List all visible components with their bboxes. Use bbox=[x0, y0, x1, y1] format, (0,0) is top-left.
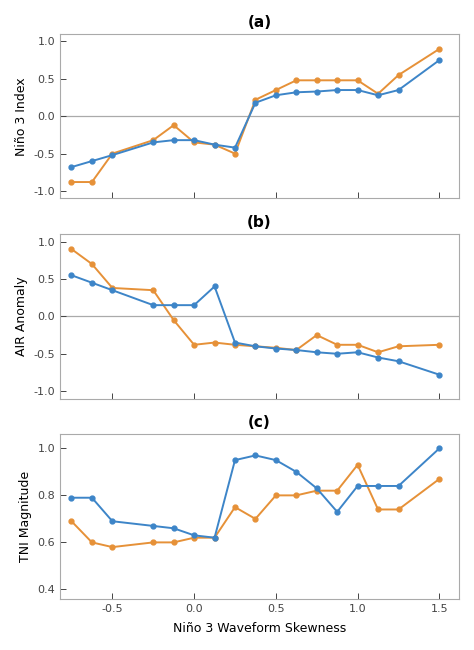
X-axis label: Niño 3 Waveform Skewness: Niño 3 Waveform Skewness bbox=[173, 622, 346, 635]
Y-axis label: TNI Magnitude: TNI Magnitude bbox=[19, 471, 32, 562]
Y-axis label: Niño 3 Index: Niño 3 Index bbox=[15, 77, 28, 155]
Y-axis label: AIR Anomaly: AIR Anomaly bbox=[15, 276, 28, 356]
Title: (a): (a) bbox=[247, 15, 272, 30]
Title: (b): (b) bbox=[247, 215, 272, 230]
Title: (c): (c) bbox=[248, 415, 271, 430]
